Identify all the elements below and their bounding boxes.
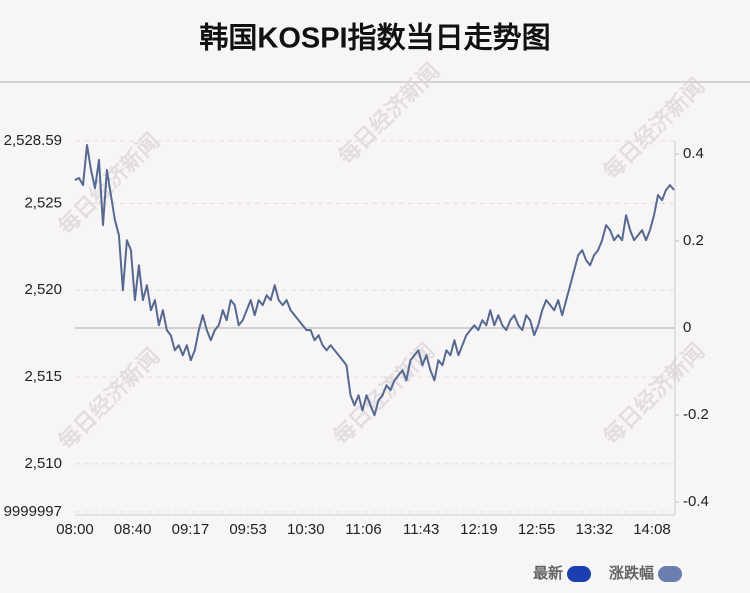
x-tick-label: 09:17: [172, 521, 210, 538]
x-tick-label: 13:32: [576, 521, 614, 538]
x-tick-label: 14:08: [633, 521, 671, 538]
y2-tick-label: 0: [683, 319, 691, 336]
legend-swatch: [567, 566, 592, 582]
chart-title: 韩国KOSPI指数当日走势图: [199, 22, 550, 55]
x-tick-label: 10:30: [287, 521, 325, 538]
y2-tick-label: 0.2: [683, 232, 704, 249]
legend-label: 涨跌幅: [609, 564, 654, 582]
x-tick-label: 11:06: [345, 521, 381, 538]
y-tick-label: 2,528.59: [4, 132, 62, 149]
y-tick-label: 2,520: [24, 281, 62, 298]
price-line: [74, 144, 675, 417]
x-tick-label: 11:43: [403, 521, 439, 538]
y2-tick-label: 0.4: [683, 145, 704, 162]
x-tick-label: 08:40: [114, 521, 152, 538]
y-tick-label: 9999997: [4, 503, 62, 520]
legend-swatch: [658, 566, 683, 582]
x-tick-label: 08:00: [56, 521, 94, 538]
y2-tick-label: -0.2: [683, 406, 709, 423]
legend-label: 最新: [533, 564, 563, 582]
y-tick-label: 2,515: [24, 368, 62, 385]
x-tick-label: 12:55: [518, 521, 556, 538]
y2-tick-label: -0.4: [683, 493, 709, 510]
x-tick-label: 09:53: [229, 521, 267, 538]
x-tick-label: 12:19: [460, 521, 498, 538]
y-tick-label: 2,510: [24, 455, 62, 472]
y-tick-label: 2,525: [24, 194, 62, 211]
